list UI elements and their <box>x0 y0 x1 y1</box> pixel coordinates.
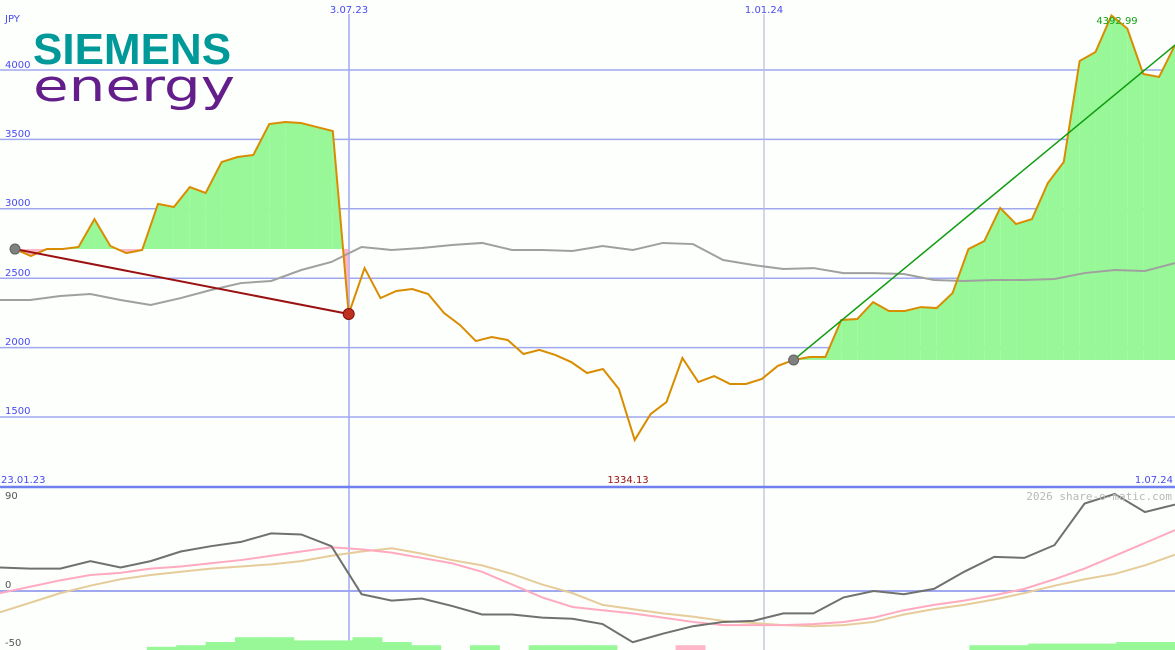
trend-end-marker <box>342 308 355 321</box>
y-tick-2: 3000 <box>5 198 30 209</box>
siemens-energy-logo: SIEMENS energy <box>33 25 235 112</box>
series-lines <box>0 13 1175 650</box>
gain-fill-area <box>158 203 174 250</box>
max-label: 4392.99 <box>1096 16 1137 27</box>
gain-loss-fills <box>15 15 1175 360</box>
gain-fill-area <box>857 302 874 360</box>
labels: JPY 3.07.23 1.01.24 23.01.23 1.07.24 400… <box>1 5 1173 649</box>
lower-y-tick-2: -50 <box>5 638 21 649</box>
histogram-bar <box>1086 643 1117 650</box>
min-label: 1334.13 <box>607 475 648 486</box>
gain-fill-area <box>1031 182 1048 360</box>
gain-fill-area <box>936 293 953 360</box>
histogram-bar <box>528 645 559 650</box>
momentum-line <box>0 492 1175 644</box>
histogram-bar <box>1057 643 1088 650</box>
price-line <box>14 13 1175 443</box>
gain-fill-area <box>189 187 206 250</box>
histogram-bar <box>264 637 295 650</box>
logo-energy: energy <box>33 61 235 112</box>
histogram-bar <box>235 637 265 650</box>
gain-fill-area <box>1016 219 1032 360</box>
gain-fill-area <box>873 302 889 360</box>
trend-start-marker <box>9 243 21 255</box>
gain-fill-area <box>1095 15 1112 360</box>
gain-fill-area <box>1127 28 1144 360</box>
up-trend-line <box>793 44 1175 361</box>
gain-fill-area <box>301 123 317 250</box>
gain-fill-area <box>841 319 858 360</box>
gain-fill-area <box>205 162 222 250</box>
gain-fill-area <box>221 157 238 250</box>
watermark: 2026 share-o-matic.com <box>1026 490 1172 503</box>
gain-fill-area <box>285 122 302 250</box>
histogram-bar <box>381 642 412 650</box>
gain-fill-area <box>888 310 905 360</box>
gain-fill-area <box>253 123 270 250</box>
gain-fill-area <box>1047 162 1064 360</box>
histogram-bar <box>1116 642 1147 650</box>
histogram-bar <box>587 645 618 650</box>
x-tick-bottom-0: 23.01.23 <box>1 475 46 486</box>
y-tick-4: 2000 <box>5 337 30 348</box>
gain-fill-area <box>1079 51 1096 360</box>
y-tick-1: 3500 <box>5 129 30 140</box>
compare-line <box>0 241 1175 307</box>
histogram-bar <box>323 640 353 650</box>
lower-y-tick-1: 0 <box>5 580 11 591</box>
gain-fill-area <box>316 127 333 250</box>
histogram-bar <box>470 645 500 650</box>
histogram-bar <box>969 645 1000 650</box>
avg2-line <box>0 547 1175 628</box>
histogram-bar <box>1145 642 1175 650</box>
histogram-bar <box>675 645 706 650</box>
gain-fill-area <box>920 307 937 360</box>
gain-fill-area <box>968 241 985 360</box>
histogram-bar <box>1028 643 1058 650</box>
histogram-bar <box>205 642 236 650</box>
gain-fill-area <box>1063 60 1080 360</box>
x-tick-top-0: 3.07.23 <box>330 5 368 16</box>
gain-fill-area <box>952 249 969 360</box>
gain-fill-area <box>904 307 921 360</box>
x-tick-bottom-1: 1.07.24 <box>1135 475 1173 486</box>
gain-fill-area <box>269 122 286 250</box>
gain-fill-area <box>1143 74 1160 360</box>
down-trend-line <box>14 248 349 315</box>
gain-fill-area <box>1159 45 1175 360</box>
x-tick-top-1: 1.01.24 <box>745 5 783 16</box>
logo-siemens: SIEMENS <box>33 25 231 74</box>
gain-fill-area <box>984 207 1001 360</box>
y-tick-3: 2500 <box>5 268 30 279</box>
gain-fill-area <box>1000 207 1017 360</box>
gain-fill-area <box>237 154 254 250</box>
histogram-bar <box>293 640 324 650</box>
avg1-line <box>0 529 1175 627</box>
histogram-bar <box>176 645 207 650</box>
histogram-bar <box>411 645 442 650</box>
y-tick-0: 4000 <box>5 60 30 71</box>
lower-y-tick-0: 90 <box>5 491 18 502</box>
gain-fill-area <box>1111 15 1128 360</box>
trend-start-marker <box>788 354 800 366</box>
histogram-bar <box>558 645 588 650</box>
histogram-bar <box>998 645 1029 650</box>
y-tick-5: 1500 <box>5 406 30 417</box>
histogram-bar <box>146 646 177 650</box>
histogram-bar <box>352 637 383 650</box>
currency-label: JPY <box>4 14 21 25</box>
